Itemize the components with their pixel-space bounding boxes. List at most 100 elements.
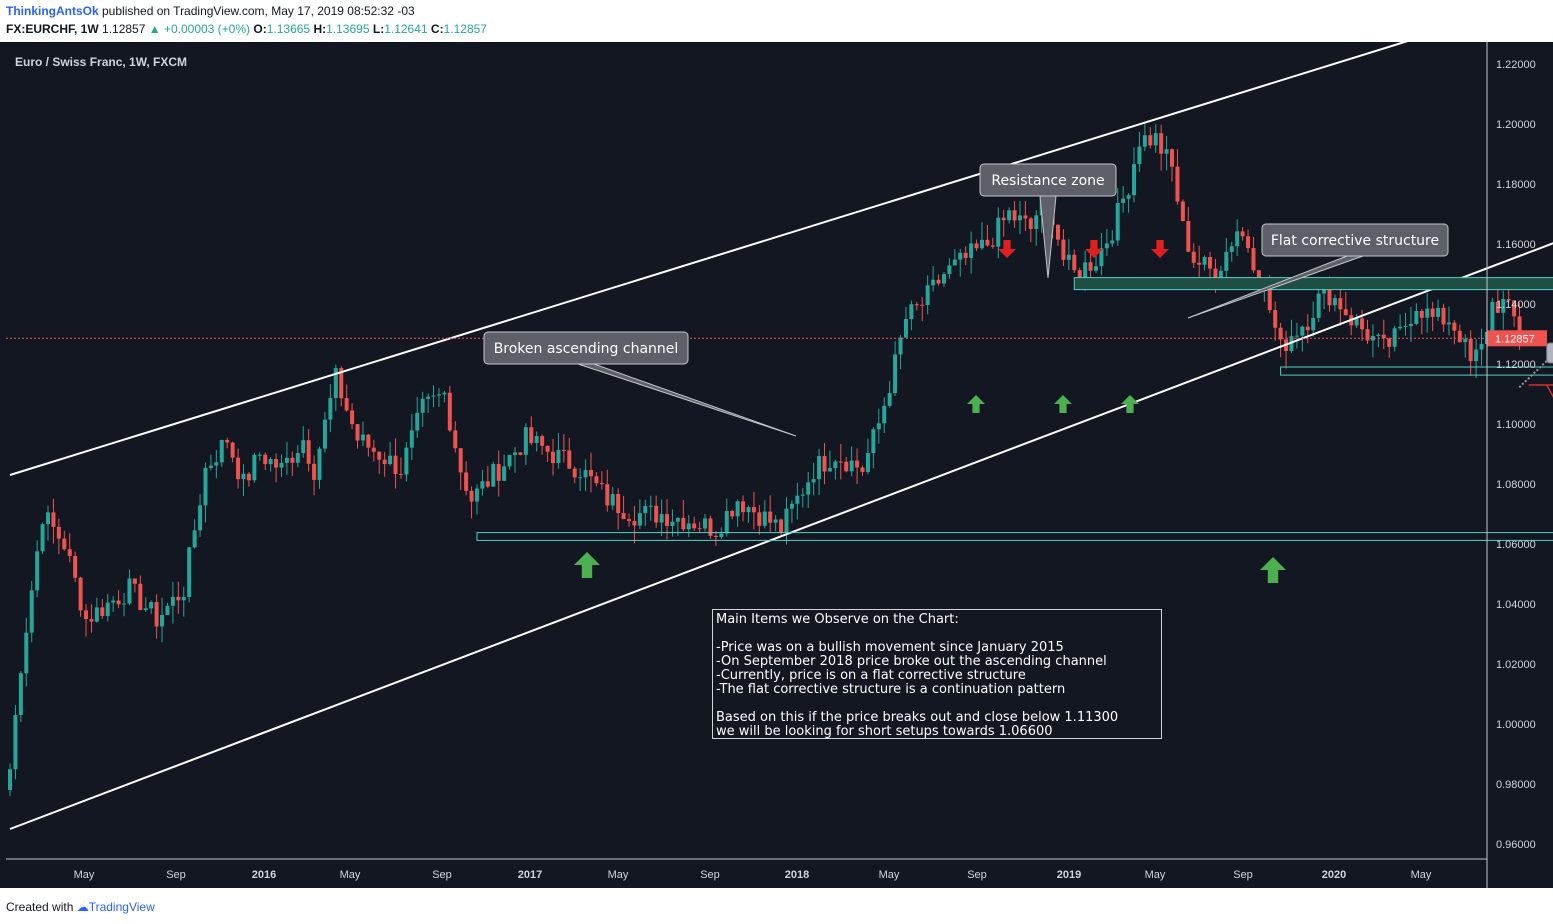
- candle-body: [589, 470, 594, 477]
- candle-body: [1224, 251, 1229, 271]
- candle-body: [241, 473, 246, 480]
- candle-body: [616, 494, 621, 513]
- candle-body: [409, 430, 414, 448]
- time-tick-label: Sep: [166, 869, 186, 881]
- candle-body: [35, 551, 40, 591]
- candle-body: [100, 607, 105, 616]
- footer: Created with ☁TradingView: [0, 888, 1553, 924]
- candle-body: [154, 602, 159, 627]
- chart-title: Euro / Swiss Franc, 1W, FXCM: [15, 55, 187, 69]
- broken-channel-callout-text: Broken ascending channel: [494, 341, 679, 357]
- channel-trendline[interactable]: [9, 190, 1553, 830]
- low-label: L:: [372, 22, 385, 36]
- resistance-zone-callout-text: Resistance zone: [991, 173, 1104, 189]
- note-line: -The flat corrective structure is a cont…: [716, 682, 1066, 697]
- candle-body: [1077, 270, 1082, 279]
- candle-body: [1197, 262, 1202, 265]
- candle-body: [893, 354, 898, 394]
- target-zone[interactable]: [476, 532, 1553, 541]
- candle-body: [1099, 248, 1104, 267]
- candle-body: [1408, 323, 1413, 327]
- candle-body: [1001, 217, 1006, 221]
- resistance-zone-callout-box[interactable]: [979, 163, 1117, 197]
- time-axis[interactable]: May Sep 2016 May Sep 2017 May Sep 2018 May Sep 2019…: [74, 869, 1432, 881]
- price-axis[interactable]: 1.22000 1.20000 1.18000 1.16000 1.14000 1.120…: [1496, 59, 1536, 851]
- candle-body: [431, 395, 436, 397]
- candle-body: [1300, 326, 1305, 336]
- broken-channel-callout-box[interactable]: [483, 331, 689, 365]
- candle-body: [860, 467, 865, 472]
- candle-series: [8, 124, 1522, 797]
- tradingview-link[interactable]: TradingView: [88, 900, 155, 914]
- candle-body: [914, 304, 919, 306]
- candle-body: [13, 715, 18, 770]
- candle-body: [436, 394, 441, 396]
- candle-body: [551, 451, 555, 463]
- candle-body: [257, 454, 262, 456]
- candle-body: [89, 619, 94, 622]
- candle-body: [627, 519, 632, 522]
- candle-body: [1343, 309, 1348, 316]
- candle-body: [540, 436, 545, 446]
- flat-structure-callout-box[interactable]: [1261, 223, 1449, 257]
- price-tick-label: 1.06000: [1496, 539, 1536, 551]
- candle-body: [1419, 310, 1424, 318]
- candle-body: [132, 578, 137, 584]
- price-tick-label: 0.98000: [1496, 779, 1536, 791]
- candle-body: [925, 285, 930, 305]
- time-tick-label: May: [608, 869, 629, 881]
- zone-layer[interactable]: [476, 277, 1553, 541]
- candle-body: [192, 530, 197, 548]
- candle-body: [795, 495, 800, 504]
- candle-body: [654, 505, 659, 523]
- resistance-zone[interactable]: [1073, 277, 1553, 291]
- candle-body: [1251, 248, 1256, 271]
- support-zone[interactable]: [1280, 366, 1553, 376]
- candle-body: [610, 494, 615, 506]
- channel-trendline[interactable]: [9, 42, 1411, 476]
- candle-body: [876, 423, 881, 430]
- time-tick-label: 2020: [1322, 869, 1346, 881]
- candle-body: [1055, 224, 1060, 240]
- candle-body: [143, 608, 148, 611]
- price-tick-label: 1.10000: [1496, 419, 1536, 431]
- candle-body: [111, 600, 116, 603]
- time-tick-label: May: [1145, 869, 1166, 881]
- publish-header: ThinkingAntsOk published on TradingView.…: [0, 0, 1553, 42]
- note-line: -On September 2018 price broke out the a…: [716, 654, 1107, 669]
- breakout-price-callout-box[interactable]: [1546, 342, 1553, 364]
- candle-body: [1273, 310, 1278, 328]
- candle-body: [236, 457, 241, 480]
- candle-body: [686, 523, 691, 530]
- candle-body: [979, 239, 984, 249]
- time-tick-label: 2016: [252, 869, 276, 881]
- open-value: 1.13665: [266, 22, 311, 36]
- candle-body: [561, 449, 566, 451]
- candle-body: [420, 398, 425, 413]
- candle-body: [208, 465, 213, 468]
- candle-body: [464, 472, 469, 491]
- candle-body: [1137, 146, 1142, 165]
- candle-body: [138, 583, 143, 611]
- candle-body: [1452, 322, 1457, 331]
- author-name[interactable]: ThinkingAntsOk: [6, 4, 99, 18]
- candle-body: [149, 602, 154, 609]
- high-value: 1.13695: [326, 22, 370, 36]
- candle-body: [1213, 268, 1218, 284]
- candle-body: [681, 517, 686, 530]
- candle-body: [67, 549, 72, 556]
- candle-body: [105, 602, 110, 616]
- trendline-layer[interactable]: [9, 42, 1553, 830]
- candle-body: [512, 452, 517, 455]
- candle-body: [1180, 201, 1185, 222]
- candle-body: [1115, 202, 1120, 241]
- candle-body: [773, 519, 778, 523]
- candle-body: [746, 507, 751, 513]
- candle-body: [751, 507, 756, 513]
- close-value: 1.12857: [443, 22, 487, 36]
- candle-body: [398, 474, 403, 476]
- candle-body: [1506, 298, 1511, 301]
